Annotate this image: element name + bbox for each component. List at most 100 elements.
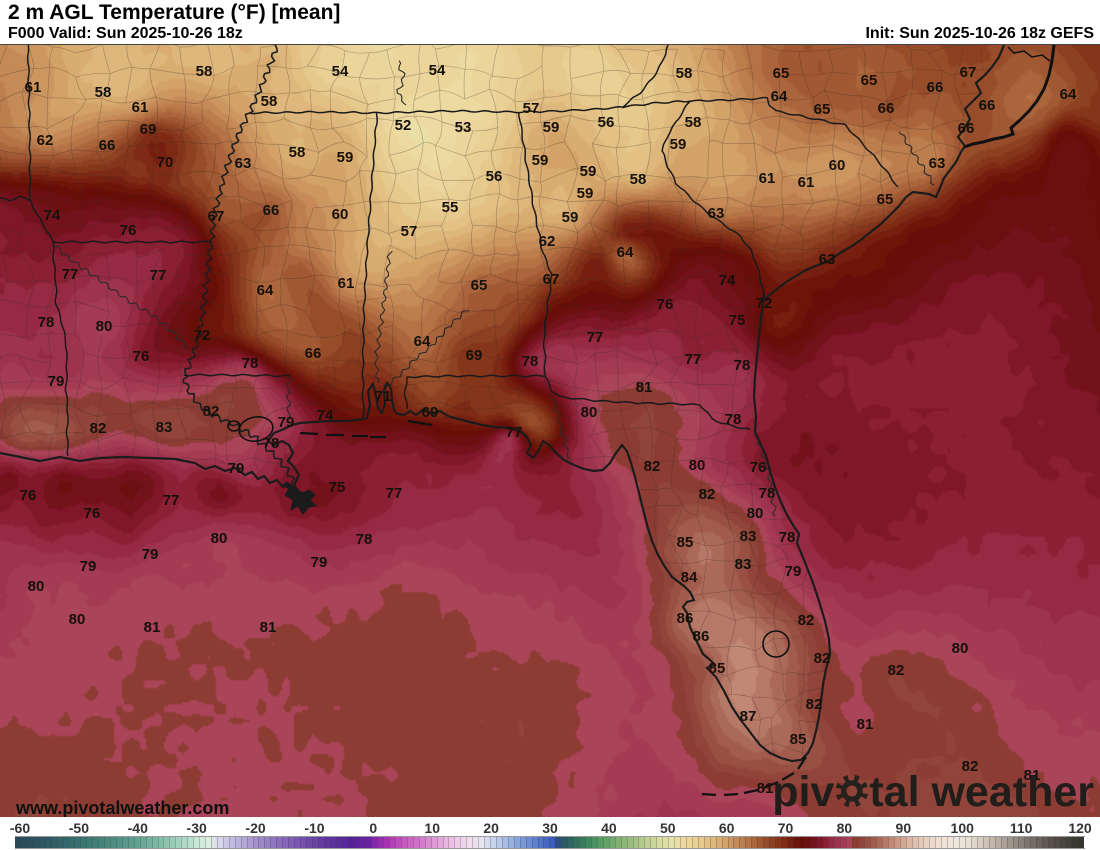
temp-label: 85 [790,731,807,748]
barrier-island [723,792,739,797]
colorbar-cell [86,837,93,848]
temp-label: 74 [44,207,61,224]
temp-label: 76 [20,487,37,504]
colorbar-cell [490,837,496,848]
temp-label: 78 [725,411,742,428]
temp-label: 79 [228,460,245,477]
colorbar-cell [234,837,241,848]
colorbar-cell [365,837,372,848]
temp-label: 72 [756,295,773,312]
colorbar-cell [151,837,158,848]
colorbar-cell [210,837,217,848]
colorbar-cell [976,837,983,848]
colorbar-cell [80,837,87,848]
colorbar-cell [26,837,33,848]
colorbar-cell [656,837,663,848]
colorbar-cell [205,837,211,848]
colorbar-cell [959,837,965,848]
temp-label: 61 [798,174,815,191]
temp-label: 52 [395,117,412,134]
colorbar-tick-label: 40 [601,820,617,836]
temp-label: 61 [132,99,149,116]
temp-label: 78 [242,355,259,372]
temp-label: 63 [235,155,252,172]
temp-label: 61 [25,79,42,96]
temp-label: 66 [263,202,280,219]
colorbar-cell [1048,837,1055,848]
pivotal-weather-logo: piv tal weather [772,768,1094,816]
colorbar-cell [662,837,669,848]
colorbar-cell [484,837,490,848]
colorbar-cell [828,837,835,848]
temp-label: 87 [740,708,757,725]
colorbar-cell [596,837,603,848]
temperature-field [0,45,1100,817]
gear-icon [835,774,868,808]
colorbar-cell [222,837,229,848]
temp-label: 77 [163,492,180,509]
temp-label: 64 [1060,86,1077,103]
colorbar-cell [258,837,265,848]
colorbar-cell [1030,837,1037,848]
colorbar-tick-label: 120 [1068,820,1092,836]
colorbar-cell [157,837,164,848]
colorbar-cell [311,837,318,848]
colorbar-cell [424,837,431,848]
temp-label: 83 [740,528,757,545]
colorbar-cell [608,837,615,848]
temp-label: 57 [523,100,540,117]
colorbar-cell [970,837,977,848]
colorbar-cell [680,837,686,848]
temp-label: 79 [48,373,65,390]
colorbar-cell [92,837,99,848]
colorbar-cell [602,837,609,848]
temp-label: 82 [699,486,716,503]
temp-label: 59 [532,152,549,169]
colorbar-cell [816,837,823,848]
colorbar-tick-label: -20 [245,820,266,836]
temp-label: 58 [676,65,693,82]
init-time: Init: Sun 2025-10-26 18z GEFS [865,25,1094,42]
colorbar-cell [911,837,918,848]
lake-outline [227,420,241,432]
colorbar-cell [38,837,45,848]
state-border-line [52,240,213,244]
temp-label: 77 [62,266,79,283]
colorbar-tick-label: -10 [304,820,325,836]
colorbar-cell [193,837,200,848]
temp-label: 86 [677,610,694,627]
colorbar-cell [56,837,63,848]
colorbar-cell [1024,837,1031,848]
temp-label: 58 [630,171,647,188]
colorbar-cell [899,837,906,848]
colorbar-cell [15,837,21,848]
temp-label: 66 [305,345,322,362]
temp-label: 67 [960,64,977,81]
temp-label: 79 [142,546,159,563]
state-border-line [406,374,546,379]
temp-label: 65 [471,277,488,294]
colorbar-cell [614,837,621,848]
temp-label: 81 [636,379,653,396]
colorbar-cell [1077,837,1084,848]
temp-label: 78 [522,353,539,370]
temp-label: 69 [140,121,157,138]
temp-label: 63 [708,205,725,222]
temp-label: 55 [442,199,459,216]
colorbar-cell [329,837,336,848]
colorbar-cell [20,837,27,848]
colorbar-cell [721,837,728,848]
temp-label: 81 [1024,767,1041,784]
temp-label: 77 [150,267,167,284]
colorbar-cell [555,837,562,848]
temp-label: 71 [375,388,392,405]
colorbar-cell [941,837,948,848]
temp-label: 78 [734,357,751,374]
colorbar-cell [32,837,39,848]
colorbar-cell [353,837,360,848]
river-line [374,250,393,384]
map-title: 2 m AGL Temperature (°F) [mean] [8,1,341,24]
colorbar-cell [852,837,859,848]
map-area[interactable]: 61 58 62 66 61 69 70 58 58 63 54 54 52 53 58 59 55 57 60 57… [0,44,1100,817]
colorbar-cell [454,837,461,848]
